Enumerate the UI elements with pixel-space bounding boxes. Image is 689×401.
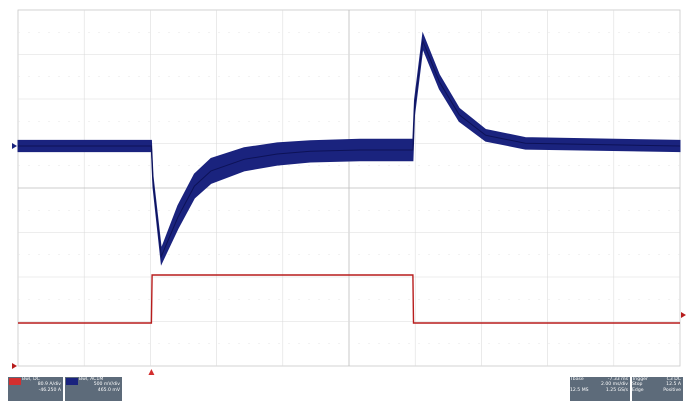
ch1-coupling: DC [33, 377, 40, 382]
timebase-label: Tbase [570, 377, 584, 382]
channel-4-color-chip [66, 378, 78, 385]
trigger-level-marker [681, 312, 686, 318]
channel-1-ground-marker [12, 143, 17, 149]
channel-markers [12, 143, 686, 375]
ch1-bw: Bwl, [22, 377, 32, 382]
trigger-slope: Positive [663, 387, 681, 393]
trigger-level: 12.5 A [666, 382, 681, 388]
trigger-mode: Stop [632, 382, 643, 388]
channel-1-descriptor[interactable]: Bwl, DC 80.9 A/div -46.250 A [8, 377, 63, 401]
oscilloscope-grid [17, 9, 681, 367]
channel-1-color-chip [9, 378, 21, 385]
ch4-bw: Bwl, [79, 377, 89, 382]
ch1-scale: 80.9 A/div [37, 382, 61, 388]
ch4-scale: 500 mV/div [93, 382, 120, 388]
channel-1-centerline [18, 39, 681, 259]
ch4-coupling: AC1M [90, 377, 104, 382]
trigger-type: Edge [632, 387, 644, 393]
waveform-traces [17, 31, 681, 324]
trigger-descriptor[interactable]: Trigger C3 DC Stop 12.5 A Edge Positive [632, 377, 683, 401]
ch4-offset: 465.0 mV [97, 387, 120, 393]
timebase-scale: 2.00 ms/div [600, 382, 628, 388]
timebase-delay: -7.33 ms [607, 377, 628, 382]
timebase-samples: 12.5 MS [570, 387, 589, 393]
channel-4-ground-marker [12, 363, 17, 369]
channel-4-descriptor[interactable]: Bwl, AC1M 500 mV/div 465.0 mV [65, 377, 122, 401]
scope-status-bar: Bwl, DC 80.9 A/div -46.250 A Bwl, AC1M 5… [0, 377, 689, 401]
trigger-position-marker [148, 369, 155, 375]
ch1-offset: -46.250 A [38, 387, 61, 393]
timebase-rate: 1.25 GS/s [605, 387, 628, 393]
trigger-label: Trigger [632, 377, 648, 382]
timebase-descriptor[interactable]: Tbase -7.33 ms 2.00 ms/div 12.5 MS 1.25 GS… [570, 377, 630, 401]
trigger-source: C3 DC [666, 377, 681, 382]
channel-4-waveform [18, 274, 680, 324]
